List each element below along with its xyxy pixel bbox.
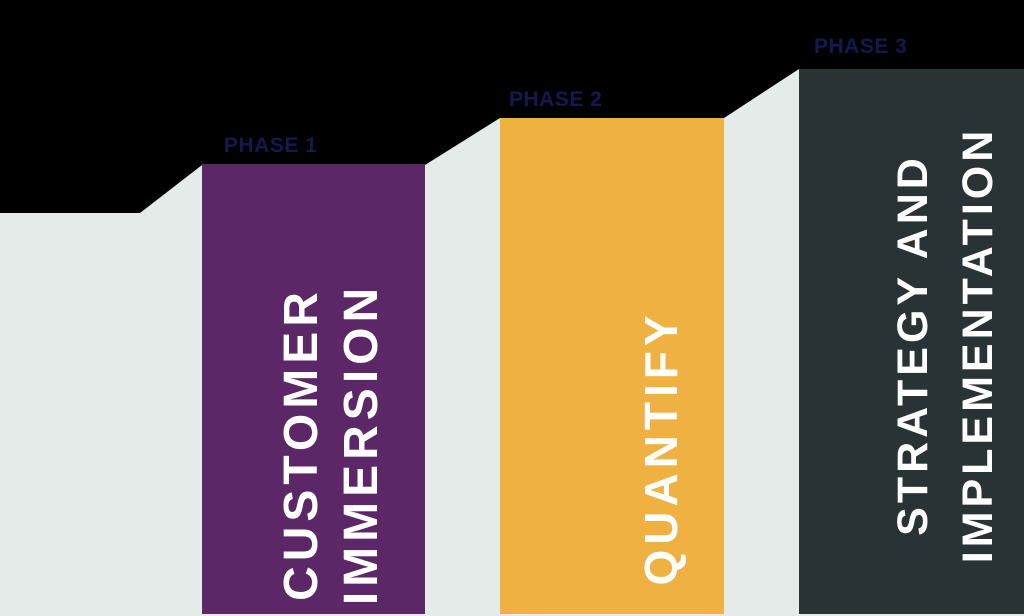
phase-3-label: PHASE 3: [814, 35, 908, 58]
phase-1-title-line-2: IMMERSION: [335, 282, 388, 606]
phase-3-title: STRATEGY AND IMPLEMENTATION: [881, 127, 1011, 564]
phase-2-label: PHASE 2: [509, 88, 603, 111]
phase-2-title: QUANTIFY: [635, 310, 687, 586]
phase-1-column: CUSTOMER IMMERSION: [202, 164, 425, 614]
phase-2-title-line-1: QUANTIFY: [635, 310, 687, 586]
phase-1-title: CUSTOMER IMMERSION: [272, 283, 392, 605]
phase-3-title-line-2: IMPLEMENTATION: [954, 126, 1002, 564]
phase-2-column: QUANTIFY: [500, 118, 724, 614]
phase-3-title-line-1: STRATEGY AND: [889, 154, 937, 536]
phase-3-column: STRATEGY AND IMPLEMENTATION: [799, 69, 1024, 614]
phase-1-title-line-1: CUSTOMER: [275, 287, 328, 601]
phase-1-label: PHASE 1: [224, 134, 318, 157]
